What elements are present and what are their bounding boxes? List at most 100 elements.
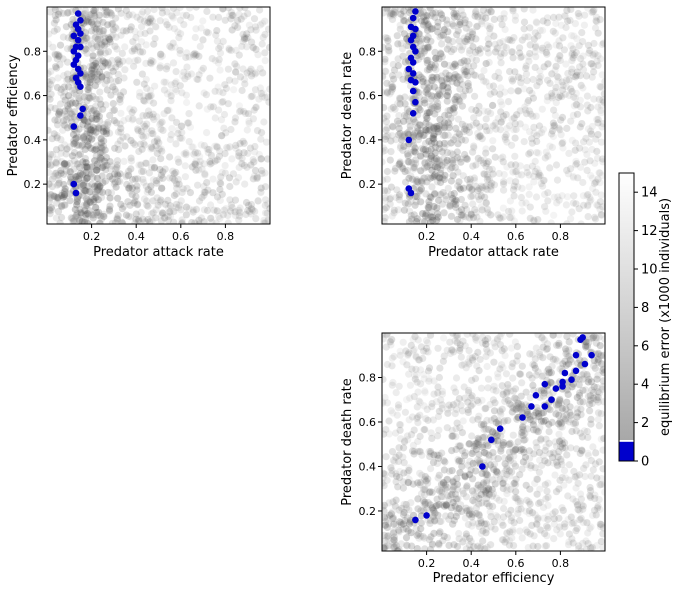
cloud-point [407, 148, 415, 156]
cloud-point [488, 492, 496, 500]
cloud-point [101, 38, 109, 46]
cloud-point [106, 172, 114, 180]
cloud-point [411, 372, 419, 380]
cloud-point [164, 196, 172, 204]
cloud-point [414, 336, 422, 344]
cloud-point [425, 137, 433, 145]
cloud-point [509, 526, 517, 534]
cloud-point [499, 479, 507, 487]
cloud-point [583, 150, 591, 158]
cloud-point [594, 115, 602, 123]
cloud-point [144, 186, 152, 194]
cloud-point [565, 461, 574, 469]
cloud-point [545, 428, 553, 436]
cloud-point [443, 35, 451, 44]
cloud-point [191, 49, 199, 58]
cloud-point [591, 491, 599, 499]
cloud-point [175, 204, 183, 212]
cloud-point [59, 9, 68, 17]
cloud-point [60, 121, 68, 129]
cloud-point [587, 60, 595, 68]
cloud-point [189, 143, 197, 151]
cloud-point [428, 61, 436, 69]
cloud-point [433, 485, 442, 493]
cloud-point [523, 407, 531, 415]
cloud-point [449, 22, 458, 30]
cloud-point [497, 59, 505, 67]
cloud-point [166, 42, 174, 50]
cloud-point [51, 12, 59, 20]
cloud-point [487, 7, 495, 15]
cloud-point [554, 462, 562, 470]
cloud-point [502, 535, 510, 543]
cloud-point [449, 477, 457, 485]
cloud-point [589, 511, 597, 519]
cloud-point [492, 511, 500, 520]
cloud-point [57, 85, 65, 93]
cloud-point [421, 500, 429, 508]
cloud-point [511, 178, 520, 186]
cloud-point [400, 459, 408, 467]
cloud-point [48, 205, 56, 214]
cloud-point [232, 68, 240, 76]
cloud-point [546, 450, 554, 458]
cloud-point [456, 216, 464, 224]
cloud-point [565, 530, 574, 538]
cloud-point [437, 11, 446, 19]
cloud-point [148, 127, 156, 135]
cloud-point [83, 200, 91, 208]
cloud-point [165, 106, 173, 114]
highlight-point [70, 48, 78, 55]
cloud-point [596, 83, 604, 91]
cloud-point [85, 169, 93, 177]
cloud-point [421, 485, 429, 493]
cloud-point [203, 179, 211, 187]
cloud-point [103, 86, 111, 94]
cloud-point [395, 506, 403, 514]
cloud-point [565, 476, 573, 484]
cloud-point [598, 123, 605, 131]
cloud-point [203, 105, 211, 113]
cloud-point [106, 194, 114, 202]
cloud-point [508, 141, 516, 149]
cloud-point [544, 493, 552, 501]
cloud-point [470, 142, 478, 150]
cloud-point [474, 520, 482, 528]
cloud-point [266, 205, 270, 213]
cloud-point [438, 53, 446, 61]
cloud-point [519, 423, 527, 431]
cloud-point [542, 207, 550, 215]
cloud-point [99, 142, 108, 150]
cloud-point [509, 186, 518, 194]
cloud-point [559, 444, 567, 452]
cloud-point [124, 198, 132, 206]
cloud-point [590, 68, 598, 76]
cloud-point [566, 356, 574, 364]
cloud-point [576, 144, 584, 152]
cloud-point [430, 529, 438, 538]
cloud-point [420, 426, 428, 434]
cloud-point [500, 504, 508, 513]
cloud-point [426, 63, 434, 71]
cloud-point [529, 112, 537, 120]
cloud-point [191, 33, 199, 42]
cloud-point [217, 179, 225, 188]
cloud-point [469, 192, 477, 200]
cloud-point [425, 109, 433, 117]
cloud-point [468, 487, 477, 495]
cloud-point [452, 133, 460, 141]
cloud-point [143, 188, 151, 196]
cloud-point [250, 158, 258, 166]
cloud-point [505, 467, 513, 475]
cloud-point [434, 213, 442, 221]
cloud-point [469, 447, 477, 456]
cloud-point [86, 76, 94, 84]
cloud-point [483, 470, 491, 479]
cloud-point [382, 543, 389, 551]
cloud-point [382, 343, 390, 351]
cloud-point [395, 546, 403, 551]
cloud-point [195, 216, 203, 224]
cloud-point [468, 55, 476, 63]
cloud-point [100, 137, 108, 145]
cloud-point [244, 206, 252, 215]
